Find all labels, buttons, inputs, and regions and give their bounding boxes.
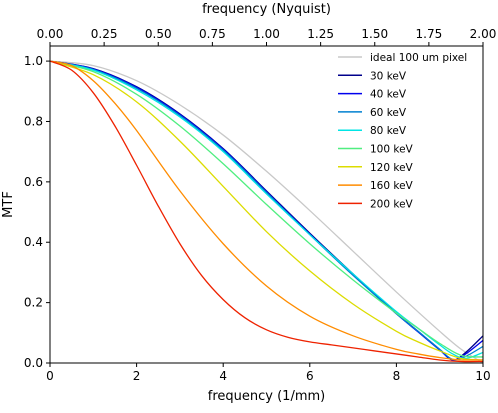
series-line-4 — [50, 60, 483, 360]
y-tick-label: 1.0 — [24, 54, 43, 68]
series-line-0 — [50, 60, 483, 363]
y-tick-label: 0.4 — [24, 235, 43, 249]
x-tick-label: 0 — [46, 369, 54, 383]
y-axis-label: MTF — [1, 191, 16, 218]
top-x-tick-label: 0.50 — [145, 27, 172, 41]
legend-label: 100 keV — [370, 144, 414, 156]
top-x-tick-label: 0.00 — [37, 27, 64, 41]
legend-label: ideal 100 um pixel — [370, 52, 467, 64]
series-layer — [50, 60, 483, 363]
y-tick-label: 0.2 — [24, 296, 43, 310]
top-x-axis-label: frequency (Nyquist) — [202, 2, 331, 17]
series-line-5 — [50, 60, 483, 358]
series-line-6 — [50, 60, 483, 361]
x-tick-label: 2 — [133, 369, 141, 383]
series-line-2 — [50, 60, 483, 361]
series-line-8 — [50, 60, 483, 363]
legend-label: 30 keV — [370, 70, 407, 82]
x-tick-label: 10 — [475, 369, 490, 383]
x-tick-label: 4 — [219, 369, 227, 383]
legend-label: 80 keV — [370, 125, 407, 137]
x-axis-label: frequency (1/mm) — [208, 389, 325, 404]
top-x-tick-label: 2.00 — [470, 27, 497, 41]
series-line-1 — [50, 60, 483, 361]
legend-label: 120 keV — [370, 162, 414, 174]
top-x-tick-label: 1.25 — [307, 27, 334, 41]
x-tick-label: 8 — [393, 369, 401, 383]
top-x-tick-label: 0.75 — [199, 27, 226, 41]
legend-label: 200 keV — [370, 198, 414, 210]
y-tick-label: 0.0 — [24, 356, 43, 370]
top-x-tick-label: 1.00 — [253, 27, 280, 41]
legend: ideal 100 um pixel 30 keV 40 keV 60 keV 80 k… — [338, 52, 467, 210]
x-tick-label: 6 — [306, 369, 314, 383]
top-x-tick-label: 1.75 — [416, 27, 443, 41]
legend-label: 40 keV — [370, 89, 407, 101]
y-tick-label: 0.8 — [24, 114, 43, 128]
top-x-tick-label: 1.50 — [361, 27, 388, 41]
legend-label: 60 keV — [370, 107, 407, 119]
top-x-tick-label: 0.25 — [91, 27, 118, 41]
ticks-layer: 0 2 4 6 8 10 0.0 0.2 0.4 0.6 0.8 1.0 0.00 0.25 0.50 0.7… — [24, 27, 496, 383]
series-line-3 — [50, 60, 483, 361]
series-line-7 — [50, 60, 483, 361]
y-tick-label: 0.6 — [24, 175, 43, 189]
legend-label: 160 keV — [370, 180, 414, 192]
